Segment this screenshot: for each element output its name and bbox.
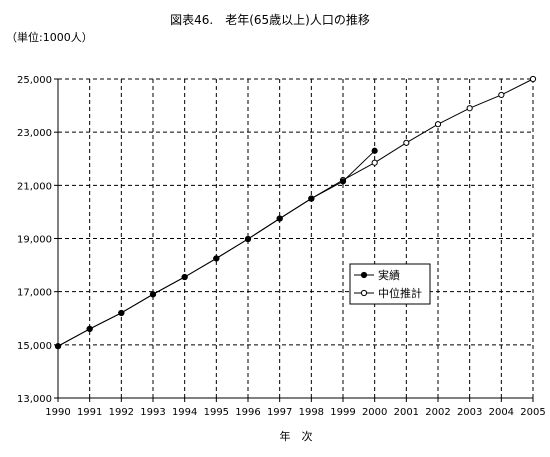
data-point-actual xyxy=(339,178,347,185)
legend-label: 実績 xyxy=(378,268,400,282)
data-point-actual xyxy=(213,255,220,262)
data-point-actual xyxy=(54,343,62,350)
y-tick-label: 17,000 xyxy=(17,288,52,299)
data-point-projection xyxy=(466,105,473,112)
x-tick-label: 2004 xyxy=(489,407,514,418)
legend-marker xyxy=(360,271,368,279)
x-tick-label: 2003 xyxy=(457,407,482,418)
chart-title: 図表46. 老年(65歳以上)人口の推移 xyxy=(170,13,370,27)
y-tick-label: 21,000 xyxy=(17,181,52,192)
x-tick-label: 2005 xyxy=(520,407,545,418)
data-point-actual xyxy=(181,273,188,281)
data-point-projection xyxy=(529,75,537,83)
y-tick-label: 19,000 xyxy=(17,235,52,246)
y-tick-label: 23,000 xyxy=(17,128,52,139)
x-tick-label: 1993 xyxy=(140,407,165,418)
x-tick-label: 1991 xyxy=(77,407,102,418)
data-point-actual xyxy=(149,291,157,298)
unit-label: （単位:1000人） xyxy=(6,30,93,44)
data-point-projection xyxy=(403,139,410,146)
x-tick-label: 1998 xyxy=(299,407,324,418)
x-tick-label: 2001 xyxy=(394,407,419,418)
x-tick-label: 2000 xyxy=(362,407,387,418)
x-tick-label: 1992 xyxy=(109,407,134,418)
x-tick-label: 1994 xyxy=(172,407,197,418)
x-tick-label: 1999 xyxy=(330,407,355,418)
data-point-actual xyxy=(371,147,378,154)
grid xyxy=(58,78,533,398)
legend-box xyxy=(349,263,431,305)
data-point-actual xyxy=(308,195,315,202)
series xyxy=(54,75,537,350)
data-point-actual xyxy=(244,235,252,243)
x-tick-label: 1995 xyxy=(204,407,229,418)
x-tick-label: 2002 xyxy=(425,407,450,418)
legend-marker xyxy=(360,289,368,297)
data-point-actual xyxy=(86,325,93,332)
axes xyxy=(54,78,534,402)
y-tick-label: 25,000 xyxy=(17,75,52,86)
data-point-projection xyxy=(371,159,378,166)
x-axis-label: 年 次 xyxy=(280,429,313,443)
data-point-actual xyxy=(276,215,283,222)
series-line-projection xyxy=(57,78,534,347)
data-point-projection xyxy=(434,121,442,128)
data-point-actual xyxy=(118,309,125,317)
x-tick-label: 1997 xyxy=(267,407,292,418)
y-tick-label: 13,000 xyxy=(17,394,52,405)
x-tick-label: 1996 xyxy=(235,407,260,418)
data-point-projection xyxy=(498,91,505,99)
x-tick-label: 1990 xyxy=(45,407,70,418)
y-tick-label: 15,000 xyxy=(17,341,52,352)
tick-labels: 1990 1991 1992 1993 1994 1995 1996 1997 1998 1999… xyxy=(17,75,546,418)
legend-label: 中位推計 xyxy=(378,286,422,300)
